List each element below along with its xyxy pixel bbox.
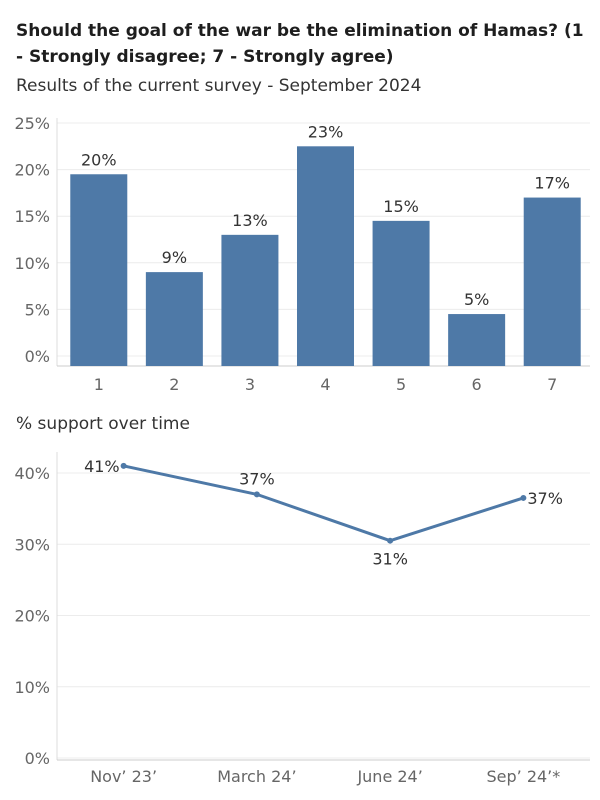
x-tick-label: 3 xyxy=(245,375,255,394)
x-tick-label: 4 xyxy=(320,375,330,394)
y-tick-label: 0% xyxy=(25,749,50,768)
data-point xyxy=(520,494,527,501)
bar xyxy=(70,174,128,366)
line-chart-title: % support over time xyxy=(16,414,190,434)
x-tick-label: 2 xyxy=(169,375,179,394)
y-tick-label: 10% xyxy=(14,254,50,273)
bar xyxy=(145,272,203,366)
point-value-label: 37% xyxy=(527,489,563,508)
bar-value-label: 23% xyxy=(308,122,344,141)
chart-title: Should the goal of the war be the elimin… xyxy=(16,21,584,67)
data-point xyxy=(253,491,260,498)
bar xyxy=(372,220,430,366)
bar-value-label: 13% xyxy=(232,211,268,230)
point-value-label: 31% xyxy=(372,550,408,569)
y-tick-label: 40% xyxy=(14,464,50,483)
bar xyxy=(523,197,581,366)
x-tick-label: Nov’ 23’ xyxy=(90,767,157,786)
y-tick-label: 0% xyxy=(25,347,50,366)
x-tick-label: June 24’ xyxy=(356,767,422,786)
x-tick-label: 5 xyxy=(396,375,406,394)
bar xyxy=(297,146,354,366)
x-tick-label: 6 xyxy=(472,375,482,394)
bar-value-label: 5% xyxy=(464,290,489,309)
y-tick-label: 20% xyxy=(14,607,50,626)
x-tick-label: Sep’ 24’* xyxy=(486,767,560,786)
bar xyxy=(221,234,279,366)
y-tick-label: 30% xyxy=(14,535,50,554)
bar xyxy=(448,314,506,366)
bar-chart: 0% 5% 10% 15% 20% 25% 20% 1 9% 2 13% 3 23% 4 15% 5 5% 6 17… xyxy=(14,114,590,394)
y-tick-label: 5% xyxy=(25,300,50,319)
y-tick-label: 25% xyxy=(14,114,50,133)
x-tick-label: 7 xyxy=(547,375,557,394)
series-line xyxy=(123,464,524,543)
point-value-label: 37% xyxy=(239,469,275,488)
data-point xyxy=(387,537,394,544)
bar-value-label: 17% xyxy=(534,174,570,193)
x-tick-label: 1 xyxy=(94,375,104,394)
chart-subtitle: Results of the current survey - Septembe… xyxy=(16,76,422,96)
bar-value-label: 20% xyxy=(81,150,117,169)
x-tick-label: March 24’ xyxy=(217,767,296,786)
data-point xyxy=(120,462,127,469)
y-tick-label: 15% xyxy=(14,207,50,226)
y-tick-label: 10% xyxy=(14,678,50,697)
point-value-label: 41% xyxy=(84,457,120,476)
bar-value-label: 15% xyxy=(383,197,419,216)
y-tick-label: 20% xyxy=(14,161,50,180)
bar-value-label: 9% xyxy=(162,248,187,267)
